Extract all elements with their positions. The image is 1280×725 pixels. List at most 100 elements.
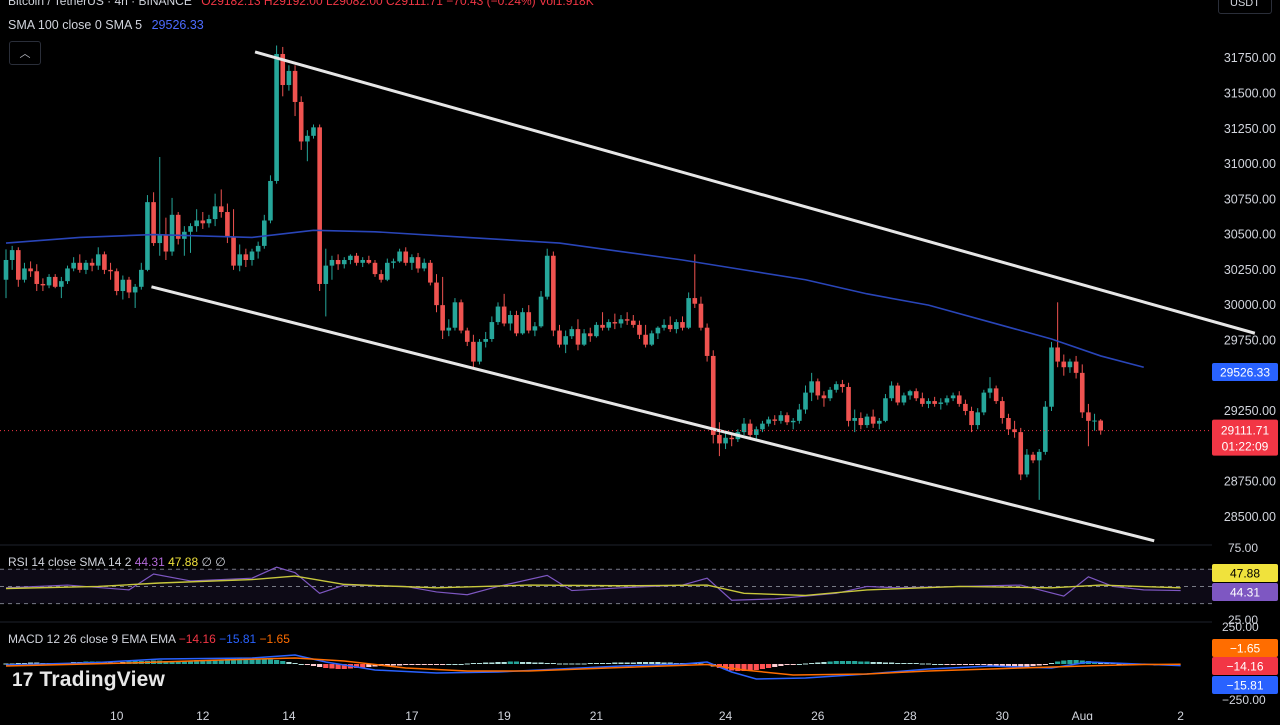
tradingview-logo[interactable]: 17 TradingView xyxy=(12,668,165,692)
macd-hist-bar xyxy=(21,663,28,664)
candle-body xyxy=(1073,361,1079,373)
macd-hist-bar xyxy=(932,664,938,665)
price-tick-label: 29750.00 xyxy=(1224,333,1276,347)
macd-hist-bar xyxy=(329,664,335,669)
candle-body xyxy=(169,214,175,252)
candle-body xyxy=(489,322,495,339)
candle-body xyxy=(766,419,771,424)
candle-body xyxy=(200,220,206,224)
candle-body xyxy=(760,423,765,430)
macd-hist-bar xyxy=(34,662,40,664)
macd-hist-bar xyxy=(298,664,304,665)
candle-body xyxy=(218,206,224,213)
candle-body xyxy=(637,324,642,335)
candle-body xyxy=(34,271,40,284)
candle-body xyxy=(920,398,925,404)
candle-body xyxy=(680,322,685,328)
candle-body xyxy=(563,336,568,345)
candle-body xyxy=(1061,361,1067,368)
time-tick-label: 19 xyxy=(497,709,511,720)
candle-body xyxy=(83,262,89,270)
candle-body xyxy=(692,298,698,304)
macd-hist-bar xyxy=(255,658,261,664)
candle-body xyxy=(120,279,126,292)
candle-body xyxy=(102,254,107,270)
candle-body xyxy=(938,402,944,404)
candle-body xyxy=(969,410,974,426)
macd-hist-bar xyxy=(427,664,433,665)
macd-hist-bar xyxy=(169,661,175,664)
candle-body xyxy=(329,259,335,266)
macd-hist-bar xyxy=(230,658,237,664)
candle-body xyxy=(538,296,544,327)
macd-signal-legend-value: −1.65 xyxy=(259,632,290,646)
macd-hist-bar xyxy=(317,664,323,667)
candle-body xyxy=(993,388,999,402)
macd-signal-line xyxy=(5,657,1181,676)
macd-hist-bar xyxy=(415,664,421,665)
main-price-pane xyxy=(0,45,1256,623)
macd-hist-bar xyxy=(858,661,864,664)
candle-body xyxy=(243,254,249,260)
price-tick-label: 30250.00 xyxy=(1224,263,1276,277)
macd-hist-tag: −14.16 xyxy=(1226,660,1263,674)
macd-hist-bar xyxy=(452,664,458,665)
candle-body xyxy=(403,251,409,263)
tradingview-logo-icon: 17 xyxy=(12,670,34,691)
macd-hist-bar xyxy=(366,664,372,667)
macd-hist-bar xyxy=(200,660,206,664)
candle-body xyxy=(723,437,728,444)
candle-body xyxy=(877,420,882,424)
candle-body xyxy=(212,206,218,220)
candle-body xyxy=(526,312,532,331)
symbol-legend[interactable]: Bitcoin / TetherUS · 4h · BINANCE O29182… xyxy=(8,0,594,8)
price-axis: 31750.00 31500.00 31250.00 31000.00 30750.00… xyxy=(1212,51,1278,707)
candle-body xyxy=(1086,412,1091,421)
candle-body xyxy=(77,262,83,270)
sma-legend[interactable]: SMA 100 close 0 SMA 5 29526.33 xyxy=(8,18,204,32)
candle-body xyxy=(95,254,101,266)
candle-body xyxy=(409,257,415,263)
macd-hist-bar xyxy=(538,662,544,664)
macd-hist-bar xyxy=(520,662,526,664)
candle-body xyxy=(378,274,384,280)
candle-body xyxy=(391,261,396,263)
candle-body xyxy=(428,262,433,283)
candle-body xyxy=(520,312,525,334)
candle-body xyxy=(495,306,501,323)
candle-body xyxy=(1006,418,1011,430)
price-tick-label: 30500.00 xyxy=(1224,228,1276,242)
candle-body xyxy=(858,418,864,426)
candle-body xyxy=(464,330,470,342)
candle-body xyxy=(385,262,390,280)
time-tick-label: Aug xyxy=(1072,709,1093,720)
candle-body xyxy=(649,333,655,345)
macd-hist-bar xyxy=(944,664,950,665)
collapse-legend-button[interactable]: ︿ xyxy=(9,41,41,65)
macd-hist-bar xyxy=(464,663,470,665)
macd-hist-bar xyxy=(938,664,944,665)
candle-body xyxy=(16,250,21,280)
macd-hist-bar xyxy=(433,664,440,665)
rsi-sma-line xyxy=(5,575,1181,597)
price-tick-label: 31750.00 xyxy=(1224,51,1276,65)
candle-body xyxy=(624,319,630,321)
macd-line-tag-bg xyxy=(1212,676,1278,694)
candle-body xyxy=(631,320,636,325)
channel-upper-line xyxy=(254,50,1256,335)
candle-body xyxy=(544,255,550,297)
macd-tick-label: 250.00 xyxy=(1222,620,1259,634)
macd-hist-bar xyxy=(569,663,575,665)
candle-body xyxy=(268,180,273,221)
macd-hist-bar xyxy=(476,663,483,664)
rsi-band xyxy=(0,569,1212,604)
macd-legend[interactable]: MACD 12 26 close 9 EMA EMA −14.16 −15.81… xyxy=(8,632,290,646)
rsi-legend[interactable]: RSI 14 close SMA 14 2 44.31 47.88 ∅ ∅ xyxy=(8,555,226,569)
macd-hist-bar xyxy=(907,663,913,664)
sma-price-tag: 29526.33 xyxy=(1220,365,1270,379)
macd-hist-bar xyxy=(15,663,21,664)
macd-hist-bar xyxy=(544,663,550,664)
currency-button[interactable]: USDT xyxy=(1218,0,1272,14)
